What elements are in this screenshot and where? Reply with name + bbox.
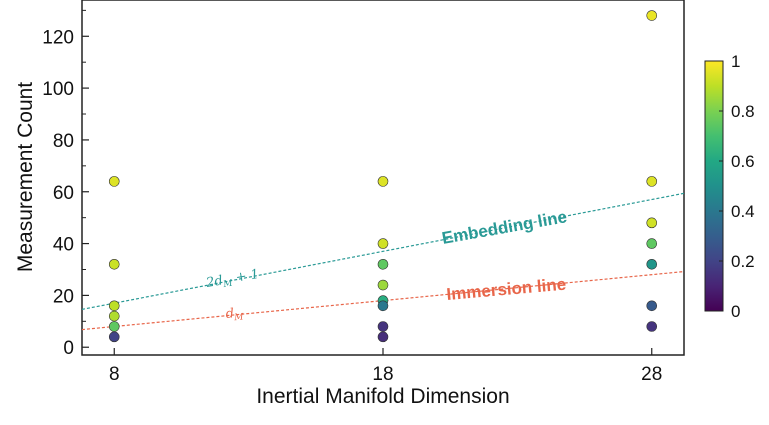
data-point bbox=[108, 259, 120, 270]
immersion-formula-label: dM bbox=[225, 305, 245, 324]
data-point bbox=[108, 321, 120, 332]
data-point bbox=[108, 331, 120, 343]
x-tick-label: 8 bbox=[109, 364, 120, 385]
x-tick-label: 28 bbox=[641, 364, 662, 385]
y-axis: 0 20 40 60 80 100 120 bbox=[42, 9, 89, 359]
y-tick-label: 80 bbox=[53, 131, 74, 152]
colorbar-tick-label: 0.6 bbox=[731, 152, 755, 171]
embedding-formula-label: 2dM + 1 bbox=[204, 267, 260, 293]
x-axis-title: Inertial Manifold Dimension bbox=[256, 385, 509, 408]
colorbar-tick-label: 0.2 bbox=[731, 252, 755, 271]
data-point bbox=[646, 217, 658, 229]
data-point bbox=[646, 259, 658, 270]
y-tick-label: 100 bbox=[42, 79, 74, 100]
data-point bbox=[646, 176, 658, 187]
colorbar-tick-label: 0 bbox=[731, 302, 740, 321]
reference-line-embedding bbox=[81, 192, 685, 310]
data-point bbox=[108, 310, 120, 322]
data-point bbox=[377, 259, 389, 270]
colorbar-tick-label: 0.4 bbox=[731, 202, 755, 221]
y-tick-label: 0 bbox=[63, 338, 74, 359]
data-point bbox=[646, 321, 658, 332]
data-point bbox=[646, 238, 658, 249]
immersion-line-label: Immersion line bbox=[446, 275, 567, 304]
data-point bbox=[377, 321, 389, 332]
data-point bbox=[108, 176, 120, 187]
data-point bbox=[377, 238, 389, 249]
y-axis-title: Measurement Count bbox=[14, 82, 37, 272]
colorbar-ticks: 0 0.2 0.4 0.6 0.8 1 bbox=[719, 52, 755, 321]
y-tick-label: 20 bbox=[53, 286, 74, 307]
data-point bbox=[377, 279, 389, 291]
y-tick-label: 40 bbox=[53, 235, 74, 256]
data-point bbox=[377, 300, 389, 312]
y-tick-label: 120 bbox=[42, 27, 74, 48]
y-tick-label: 60 bbox=[53, 183, 74, 204]
x-axis: 8 18 28 bbox=[109, 348, 662, 385]
data-point bbox=[646, 10, 658, 21]
colorbar bbox=[704, 60, 724, 312]
embedding-line-label: Embedding line bbox=[440, 207, 568, 248]
data-point bbox=[377, 176, 389, 187]
data-point bbox=[377, 331, 389, 343]
data-points bbox=[108, 10, 658, 343]
x-tick-label: 18 bbox=[372, 364, 393, 385]
colorbar-tick-label: 0.8 bbox=[731, 102, 755, 121]
colorbar-tick-label: 1 bbox=[731, 52, 740, 71]
data-point bbox=[108, 300, 120, 312]
data-point bbox=[646, 300, 658, 312]
